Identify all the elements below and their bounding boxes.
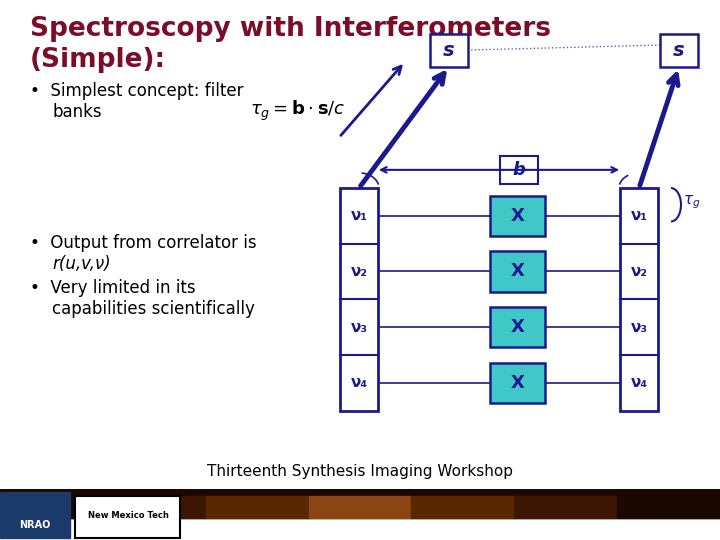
Text: s: s [444,41,455,60]
Bar [490,363,545,403]
Bar [500,156,538,184]
Text: •  Simplest concept: filter: • Simplest concept: filter [30,82,243,100]
Text: ν₄: ν₄ [631,375,647,390]
Bar [411,496,514,518]
Text: ν₃: ν₃ [351,320,368,335]
Text: s: s [673,41,685,60]
Text: •  Very limited in its: • Very limited in its [30,279,196,297]
Text: X: X [510,207,524,225]
Bar [620,188,658,410]
Text: capabilities scientifically: capabilities scientifically [52,300,255,318]
Bar [340,188,378,410]
Bar [490,307,545,347]
Text: banks: banks [52,103,102,121]
Bar [0,496,103,518]
Bar [430,35,468,67]
Bar [206,496,309,518]
Text: X: X [510,262,524,280]
Text: New Mexico Tech: New Mexico Tech [88,511,168,521]
Text: ν₃: ν₃ [631,320,647,335]
Text: r(u,v,ν): r(u,v,ν) [52,255,111,273]
Text: ν₂: ν₂ [631,264,647,279]
Bar [309,496,411,518]
Bar [0,489,720,518]
Text: (Simple):: (Simple): [30,46,166,72]
Text: ν₁: ν₁ [631,208,647,224]
Bar [514,496,617,518]
Text: ν₁: ν₁ [351,208,367,224]
Text: $\tau_g$: $\tau_g$ [683,193,701,211]
Bar [490,252,545,292]
Text: X: X [510,374,524,391]
Bar [617,496,720,518]
Bar [75,496,180,538]
Text: Spectroscopy with Interferometers: Spectroscopy with Interferometers [30,16,551,42]
Text: ν₂: ν₂ [351,264,367,279]
Bar [660,35,698,67]
Text: Thirteenth Synthesis Imaging Workshop: Thirteenth Synthesis Imaging Workshop [207,464,513,480]
Text: $\tau_g = \mathbf{b} \cdot \mathbf{s}/c$: $\tau_g = \mathbf{b} \cdot \mathbf{s}/c$ [250,99,346,123]
Text: ν₄: ν₄ [351,375,368,390]
Bar [103,496,206,518]
Text: X: X [510,318,524,336]
Text: NRAO: NRAO [19,520,50,530]
Text: •  Output from correlator is: • Output from correlator is [30,234,256,252]
Bar [0,492,70,538]
Text: b: b [513,161,526,179]
Bar [490,196,545,236]
